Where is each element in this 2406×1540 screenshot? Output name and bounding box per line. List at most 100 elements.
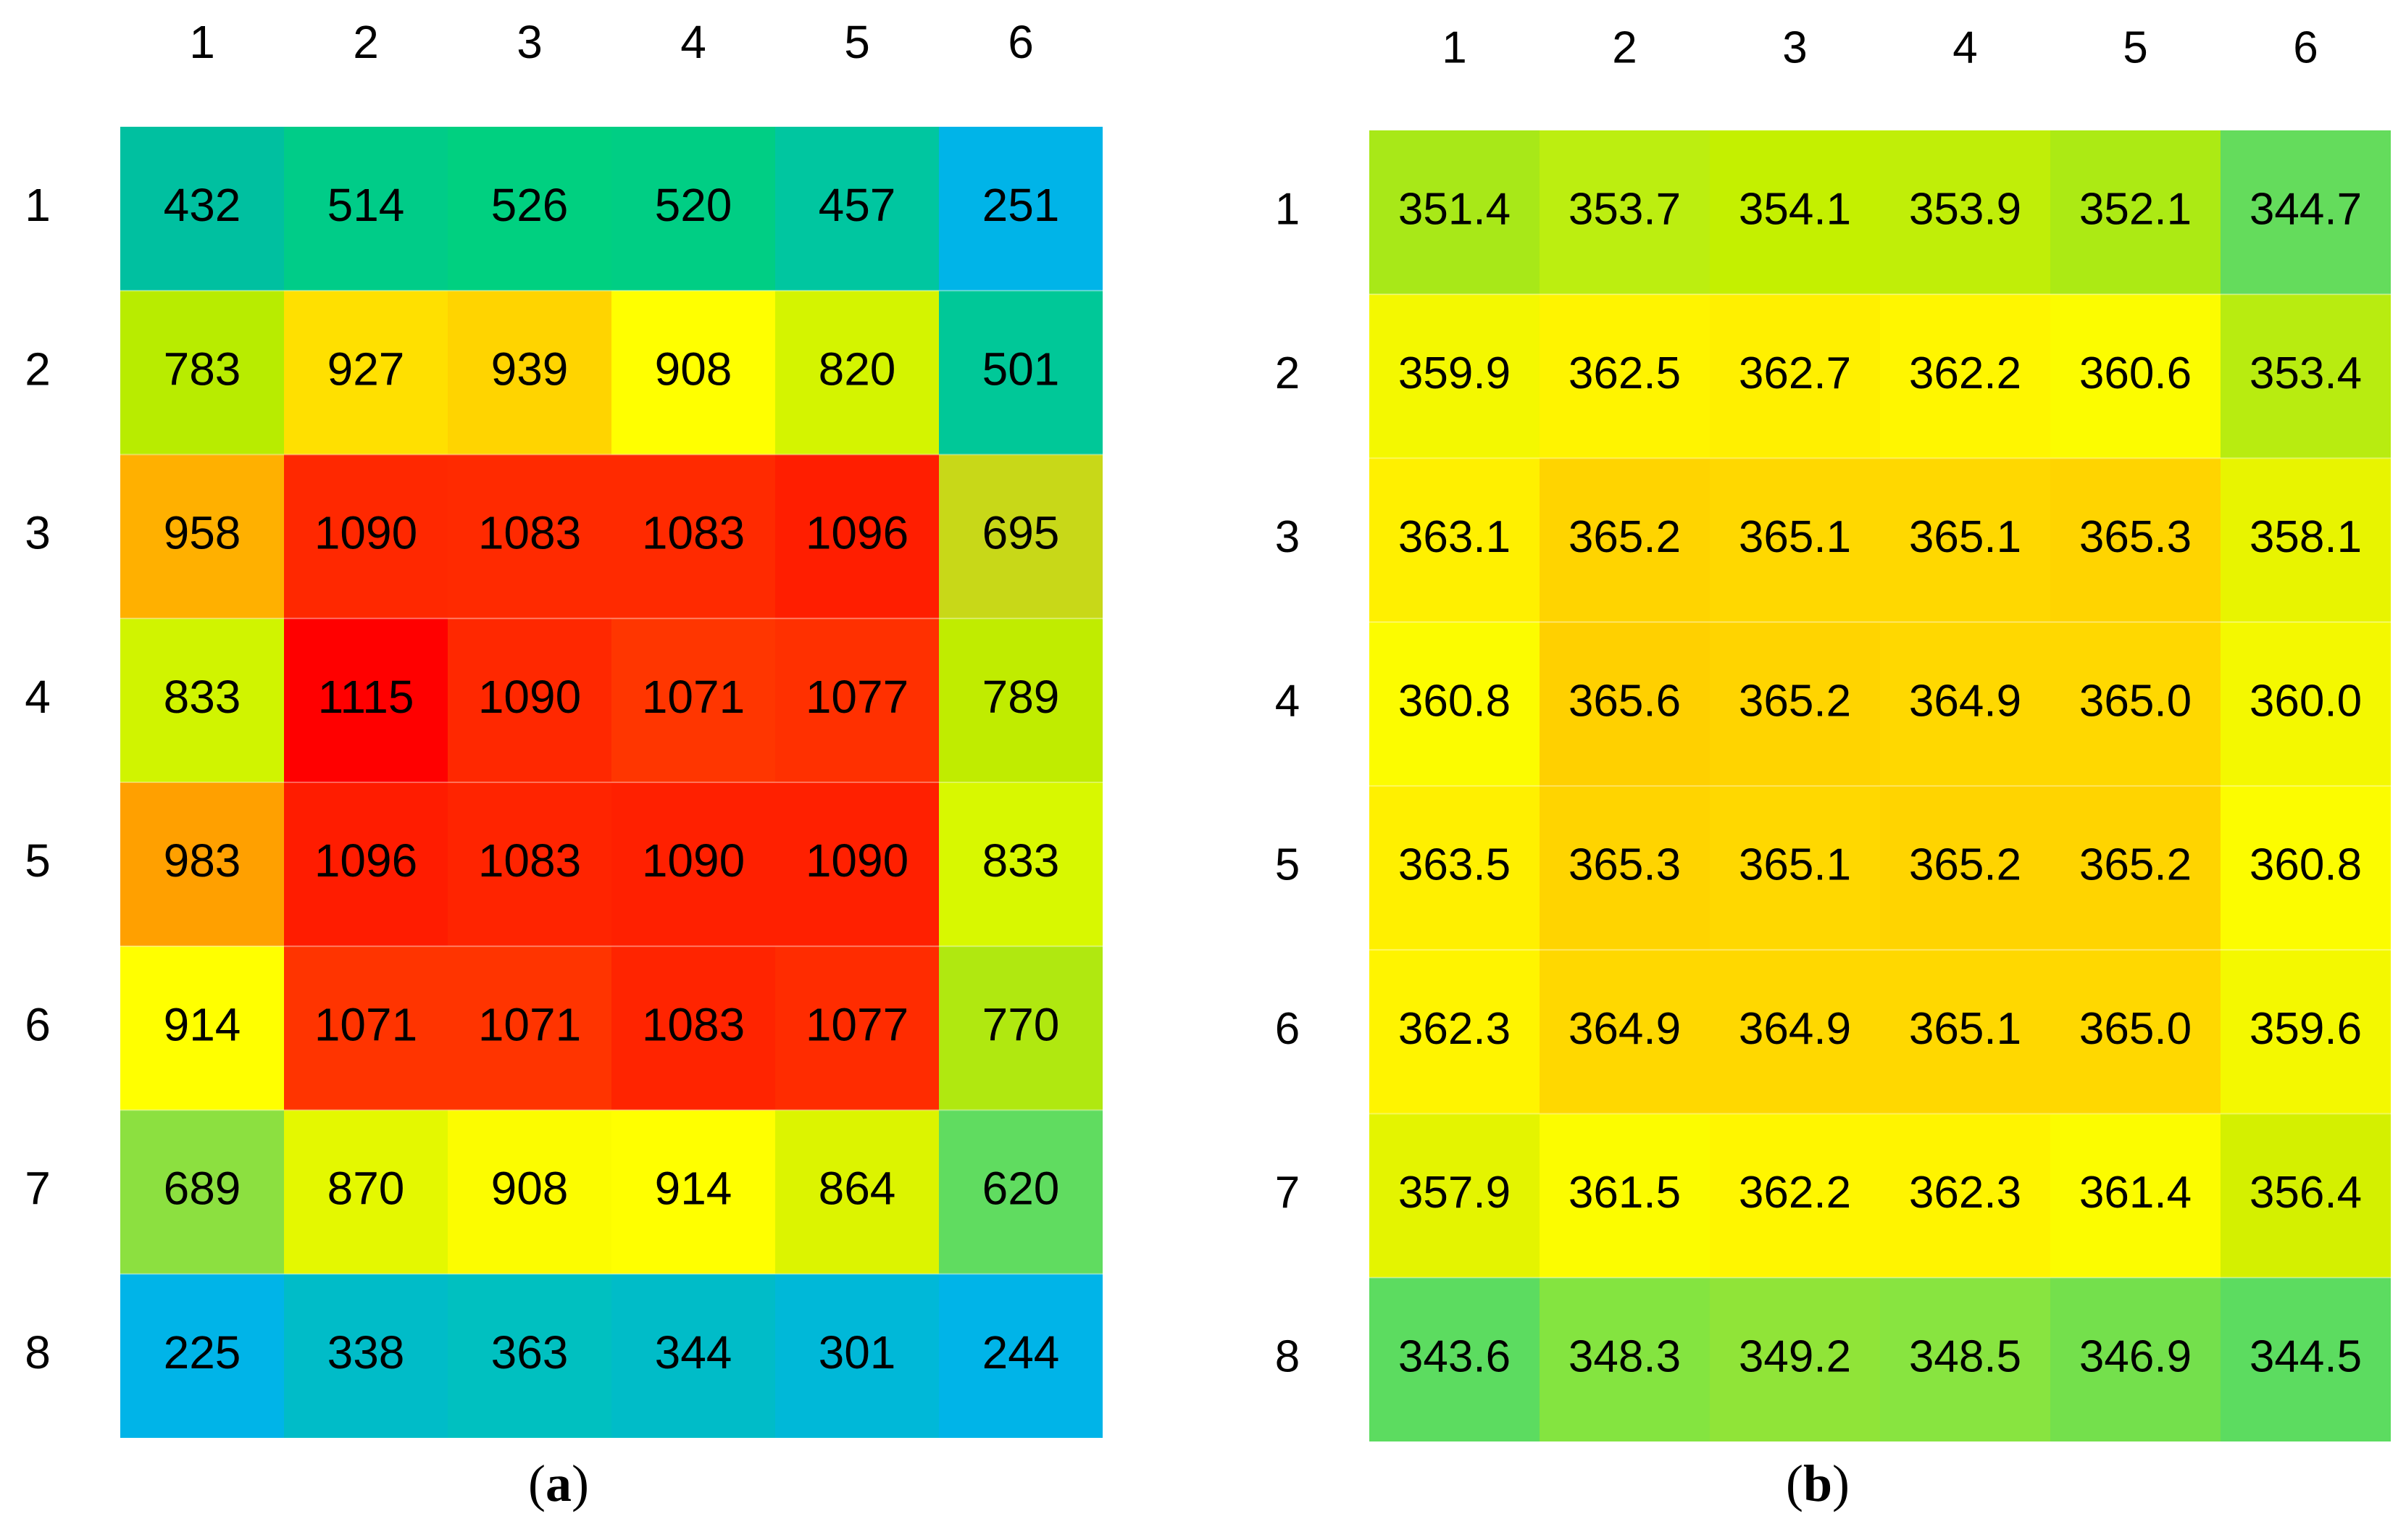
heatmap-b-cell [2050, 458, 2221, 622]
heatmap-a-cell [120, 1110, 284, 1274]
heatmap-b-column-label: 6 [2293, 22, 2318, 72]
heatmap-a-cell [448, 618, 611, 782]
heatmap-a-cell-value: 939 [491, 343, 569, 395]
heatmap-a-cell-value: 789 [982, 671, 1060, 723]
heatmap-b-cell [1710, 1113, 1880, 1278]
heatmap-b-cell [1880, 458, 2050, 622]
heatmap-b-cell-value: 359.9 [1398, 348, 1511, 398]
heatmap-b-cell-value: 357.9 [1398, 1168, 1511, 1218]
heatmap-a-cell-value: 1090 [806, 834, 908, 887]
heatmap-a-cell [611, 1273, 775, 1438]
heatmap-a-column-label: 2 [353, 16, 379, 68]
heatmap-a-cell [611, 290, 775, 455]
heatmap-b-cell-value: 344.7 [2250, 185, 2362, 235]
heatmap-b-cell [2050, 950, 2221, 1114]
heatmap-b-cell-value: 364.9 [1739, 1004, 1851, 1054]
heatmap-b-cell [1710, 1277, 1880, 1441]
heatmap-a-cell [775, 946, 939, 1110]
heatmap-a-column-label: 6 [1008, 16, 1034, 68]
heatmap-a-cell [120, 127, 284, 291]
heatmap-a-cell-value: 689 [164, 1163, 241, 1215]
heatmap-a-cell [939, 618, 1103, 782]
heatmap-a-cell [120, 454, 284, 619]
heatmap-a-cell-value: 620 [982, 1163, 1060, 1215]
heatmap-a-cell-value: 914 [655, 1163, 732, 1215]
heatmap-a-cell-value: 1083 [642, 507, 745, 559]
heatmap-a-cell [284, 454, 448, 619]
heatmap-a-cell-value: 908 [491, 1163, 569, 1215]
heatmap-b-cell-value: 348.5 [1909, 1331, 2021, 1381]
heatmap-a-cell-value: 501 [982, 343, 1060, 395]
heatmap-b-cell [1540, 950, 1710, 1114]
heatmap-b: 1 2 3 4 5 6 1 2 3 4 5 6 7 8 351.4 353.7 354.1 353.9 352.1 3… [1275, 22, 2391, 1441]
heatmap-a-cell [611, 618, 775, 782]
heatmap-a-cell [448, 782, 611, 947]
heatmap-a-cell [611, 1110, 775, 1274]
heatmap-b-cell-value: 365.1 [1909, 1004, 2021, 1054]
heatmap-a-cell-value: 1083 [478, 834, 581, 887]
heatmap-a-row-label: 3 [25, 507, 51, 559]
heatmap-a-cell-value: 301 [819, 1326, 896, 1378]
heatmap-a-cell-value: 783 [164, 343, 241, 395]
caption-b-open: ( [1785, 1455, 1803, 1512]
heatmap-b-cell [1540, 130, 1710, 295]
heatmap-a-cell-value: 1096 [314, 834, 417, 887]
heatmap-a-cell [775, 782, 939, 947]
heatmap-a-column-label: 5 [844, 16, 870, 68]
heatmap-b-cell [1710, 294, 1880, 459]
heatmap-b-cell-value: 365.3 [2079, 512, 2192, 562]
heatmap-a-row-label: 8 [25, 1326, 51, 1378]
heatmap-a-cell [939, 454, 1103, 619]
heatmap-a-cell-value: 1083 [642, 998, 745, 1050]
heatmap-b-cell-value: 353.7 [1569, 185, 1681, 235]
heatmap-a-cell [939, 1110, 1103, 1274]
heatmap-b-cell-value: 358.1 [2250, 512, 2362, 562]
heatmap-b-cell [1880, 1113, 2050, 1278]
heatmap-b-cell-value: 365.2 [1569, 512, 1681, 562]
heatmap-b-cell [1880, 130, 2050, 295]
heatmap-a-cell-value: 1071 [642, 671, 745, 723]
heatmap-b-cell-value: 362.2 [1739, 1168, 1851, 1218]
heatmap-b-cell [1369, 294, 1540, 459]
heatmap-b-cell-value: 349.2 [1739, 1331, 1851, 1381]
heatmap-a-cell [939, 946, 1103, 1110]
heatmap-b-cell-value: 365.2 [2079, 840, 2192, 890]
heatmap-a-cell-value: 526 [491, 179, 569, 231]
heatmap-b-cell-value: 359.6 [2250, 1004, 2362, 1054]
heatmap-b-cell [2221, 1113, 2391, 1278]
heatmap-b-cell [1880, 786, 2050, 950]
heatmap-a-cell [284, 1110, 448, 1274]
heatmap-a-cell [448, 290, 611, 455]
heatmap-b-cell-value: 365.0 [2079, 1004, 2192, 1054]
heatmap-b-cell [2221, 294, 2391, 459]
heatmap-a-cell [284, 946, 448, 1110]
heatmap-b-row-label: 1 [1275, 185, 1300, 235]
heatmap-a-cell [120, 1273, 284, 1438]
heatmap-a-cell [611, 946, 775, 1110]
heatmap-a-cell-value: 833 [982, 834, 1060, 887]
heatmap-a: 1 2 3 4 5 6 1 2 3 4 5 6 7 8 432 514 526 520 457 251 783 927 93… [25, 16, 1103, 1438]
heatmap-b-cell [1540, 786, 1710, 950]
heatmap-a-cell-value: 983 [164, 834, 241, 887]
heatmap-b-cell [1880, 1277, 2050, 1441]
heatmap-b-cell [1540, 1277, 1710, 1441]
heatmap-b-cell [2221, 622, 2391, 786]
heatmap-b-cell [2050, 622, 2221, 786]
heatmap-a-cell-value: 1077 [806, 998, 908, 1050]
heatmap-a-cell [775, 127, 939, 291]
heatmap-b-cell [1880, 294, 2050, 459]
heatmap-a-cell [611, 782, 775, 947]
heatmap-b-row-label: 8 [1275, 1331, 1300, 1381]
heatmap-b-cell-value: 363.5 [1398, 840, 1511, 890]
heatmap-a-cell-value: 927 [327, 343, 405, 395]
heatmap-b-cell [1369, 458, 1540, 622]
heatmap-panel-a: 1 2 3 4 5 6 1 2 3 4 5 6 7 8 432 514 526 520 457 251 783 927 93… [0, 0, 1130, 1540]
heatmap-b-cell-value: 351.4 [1398, 185, 1511, 235]
heatmap-a-cell [448, 454, 611, 619]
heatmap-a-cell-value: 225 [164, 1326, 241, 1378]
heatmap-a-cell [775, 290, 939, 455]
heatmap-a-cell [939, 127, 1103, 291]
heatmap-a-cell-value: 432 [164, 179, 241, 231]
heatmap-b-cell-value: 353.4 [2250, 348, 2362, 398]
heatmap-b-cell [1710, 458, 1880, 622]
